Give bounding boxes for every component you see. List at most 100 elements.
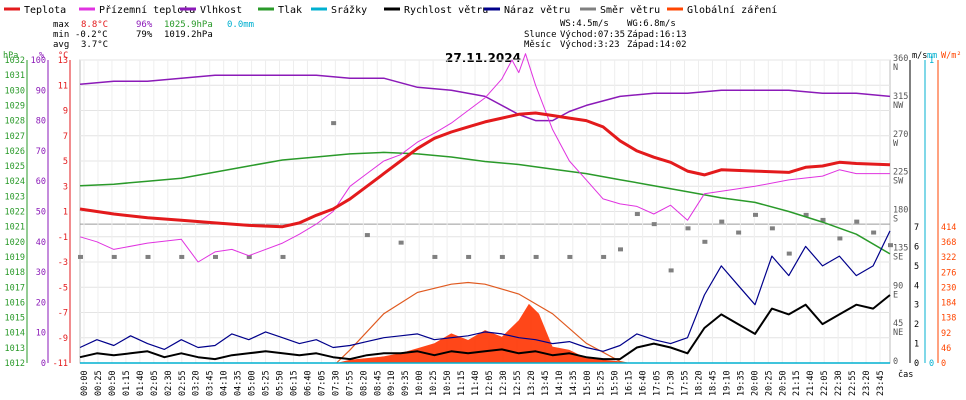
wm2-tick-label: 322 xyxy=(941,253,956,263)
x-tick-label: 10:00 xyxy=(415,370,425,396)
axis-tick-label: 1021 xyxy=(5,223,25,233)
wind-direction-point xyxy=(567,254,573,259)
chart-title: 27.11.2024 xyxy=(445,51,521,65)
axis-tick-label: 1022 xyxy=(5,208,25,218)
axis-tick-label: 1015 xyxy=(5,314,25,324)
series-radiation-area xyxy=(336,303,627,363)
x-tick-label: 04:10 xyxy=(220,370,230,396)
moon-set: Západ:14:02 xyxy=(627,40,687,50)
sun-label: Slunce xyxy=(524,30,557,40)
x-tick-label: 02:05 xyxy=(150,370,160,396)
dir-tick-compass: NW xyxy=(893,101,904,111)
axis-tick-label: 50 xyxy=(36,208,46,218)
axis-tick-label: 1030 xyxy=(5,86,25,96)
wind-direction-point xyxy=(668,268,674,273)
x-tick-label: 13:20 xyxy=(527,370,537,396)
x-tick-label: 19:10 xyxy=(722,370,732,396)
axis-tick-label: 1025 xyxy=(5,162,25,172)
axis-tick-label: 1017 xyxy=(5,283,25,293)
x-tick-label: 14:35 xyxy=(569,370,579,396)
wm2-tick-label: 0 xyxy=(941,359,946,369)
x-tick-label: 21:40 xyxy=(806,370,816,396)
x-tick-label: 00:25 xyxy=(94,370,104,396)
x-tick-label: 03:20 xyxy=(192,370,202,396)
series-layer xyxy=(78,53,893,364)
x-tick-label: 00:50 xyxy=(108,370,118,396)
axis-tick-label: 3 xyxy=(63,182,68,192)
x-tick-label: 07:30 xyxy=(331,370,341,396)
legend-label-temperature: Teplota xyxy=(24,5,66,16)
legend-label-pressure: Tlak xyxy=(278,5,302,16)
stats-max-rain: 0.0mm xyxy=(227,20,254,30)
x-tick-label: 12:05 xyxy=(485,370,495,396)
wind-direction-point xyxy=(213,254,218,259)
series-wind-gust-line xyxy=(79,230,891,352)
ms-tick-label: 6 xyxy=(914,242,919,252)
wind-direction-point xyxy=(651,222,657,227)
dir-tick-compass: SW xyxy=(893,177,904,187)
stats-min-humidity: 79% xyxy=(136,30,153,40)
wm2-tick-label: 414 xyxy=(941,223,956,233)
x-tick-label: 08:20 xyxy=(359,370,369,396)
x-tick-label: 17:55 xyxy=(681,370,691,396)
axis-tick-label: 7 xyxy=(63,132,68,142)
dir-tick-label: 90 xyxy=(893,281,903,291)
legend-label-rain: Srážky xyxy=(331,4,367,16)
x-tick-label: 23:45 xyxy=(876,370,886,396)
axis-tick-label: 1026 xyxy=(5,147,25,157)
moon-rise: Východ:3:23 xyxy=(560,40,620,50)
wind-direction-point xyxy=(871,230,877,235)
axis-tick-label: -11 xyxy=(53,359,68,369)
sun-rise: Východ:07:35 xyxy=(560,30,625,40)
wind-direction-point xyxy=(719,219,725,224)
x-tick-label: 16:15 xyxy=(625,370,635,396)
axis-tick-label: 1014 xyxy=(5,329,25,339)
series-radiation-max xyxy=(336,281,627,364)
axis-unit-wm2: W/m² xyxy=(941,51,961,61)
axis-tick-label: 1032 xyxy=(5,56,25,66)
wind-direction-point xyxy=(398,240,404,245)
x-tick-label: 12:30 xyxy=(499,370,509,396)
legend-label-wind-speed: Rychlost větru xyxy=(404,4,488,16)
wind-direction-point xyxy=(685,226,691,231)
x-tick-label: 05:50 xyxy=(276,370,286,396)
wm2-tick-label: 276 xyxy=(941,268,956,278)
stats-max-pressure: 1025.9hPa xyxy=(164,20,213,30)
wm2-tick-label: 138 xyxy=(941,314,956,324)
mm-tick-label: 1 xyxy=(929,56,934,66)
x-tick-label: 09:10 xyxy=(387,370,397,396)
stats-max-temp: 8.8°C xyxy=(81,20,108,30)
dir-tick-label: 315 xyxy=(893,92,908,102)
axis-tick-label: -1 xyxy=(58,233,68,243)
axis-tick-label: 40 xyxy=(36,238,46,248)
x-tick-label: 22:05 xyxy=(820,370,830,396)
axis-tick-label: 1027 xyxy=(5,132,25,142)
x-tick-label: 22:55 xyxy=(848,370,858,396)
x-tick-label: 03:45 xyxy=(206,370,216,396)
axis-tick-label: 1020 xyxy=(5,238,25,248)
x-tick-label: 11:40 xyxy=(471,370,481,396)
series-pressure-line xyxy=(79,151,891,255)
x-tick-label: 14:10 xyxy=(555,370,565,396)
axis-unit-celsius: °C xyxy=(58,51,68,61)
dir-tick-compass: S xyxy=(893,215,898,225)
x-tick-label: 04:35 xyxy=(234,370,244,396)
wind-direction-point xyxy=(432,254,438,259)
wind-avg-speed: WS:4.5m/s xyxy=(560,19,609,29)
axis-tick-label: 1028 xyxy=(5,117,25,127)
dir-tick-compass: NE xyxy=(893,328,903,338)
axis-tick-label: -7 xyxy=(58,309,68,319)
moon-label: Měsíc xyxy=(524,40,551,50)
axis-tick-label: -3 xyxy=(58,258,68,268)
axis-tick-label: 5 xyxy=(63,157,68,167)
wind-direction-point xyxy=(145,254,151,259)
x-tick-label: 07:05 xyxy=(317,370,327,396)
x-tick-label: 10:50 xyxy=(443,370,453,396)
x-tick-label: 05:00 xyxy=(248,370,258,396)
mm-tick-label: 0 xyxy=(929,359,934,369)
ms-tick-label: 1 xyxy=(914,340,919,350)
dir-tick-label: 225 xyxy=(893,168,908,178)
ms-tick-label: 7 xyxy=(914,223,919,233)
series-wind-speed-line xyxy=(79,294,891,361)
